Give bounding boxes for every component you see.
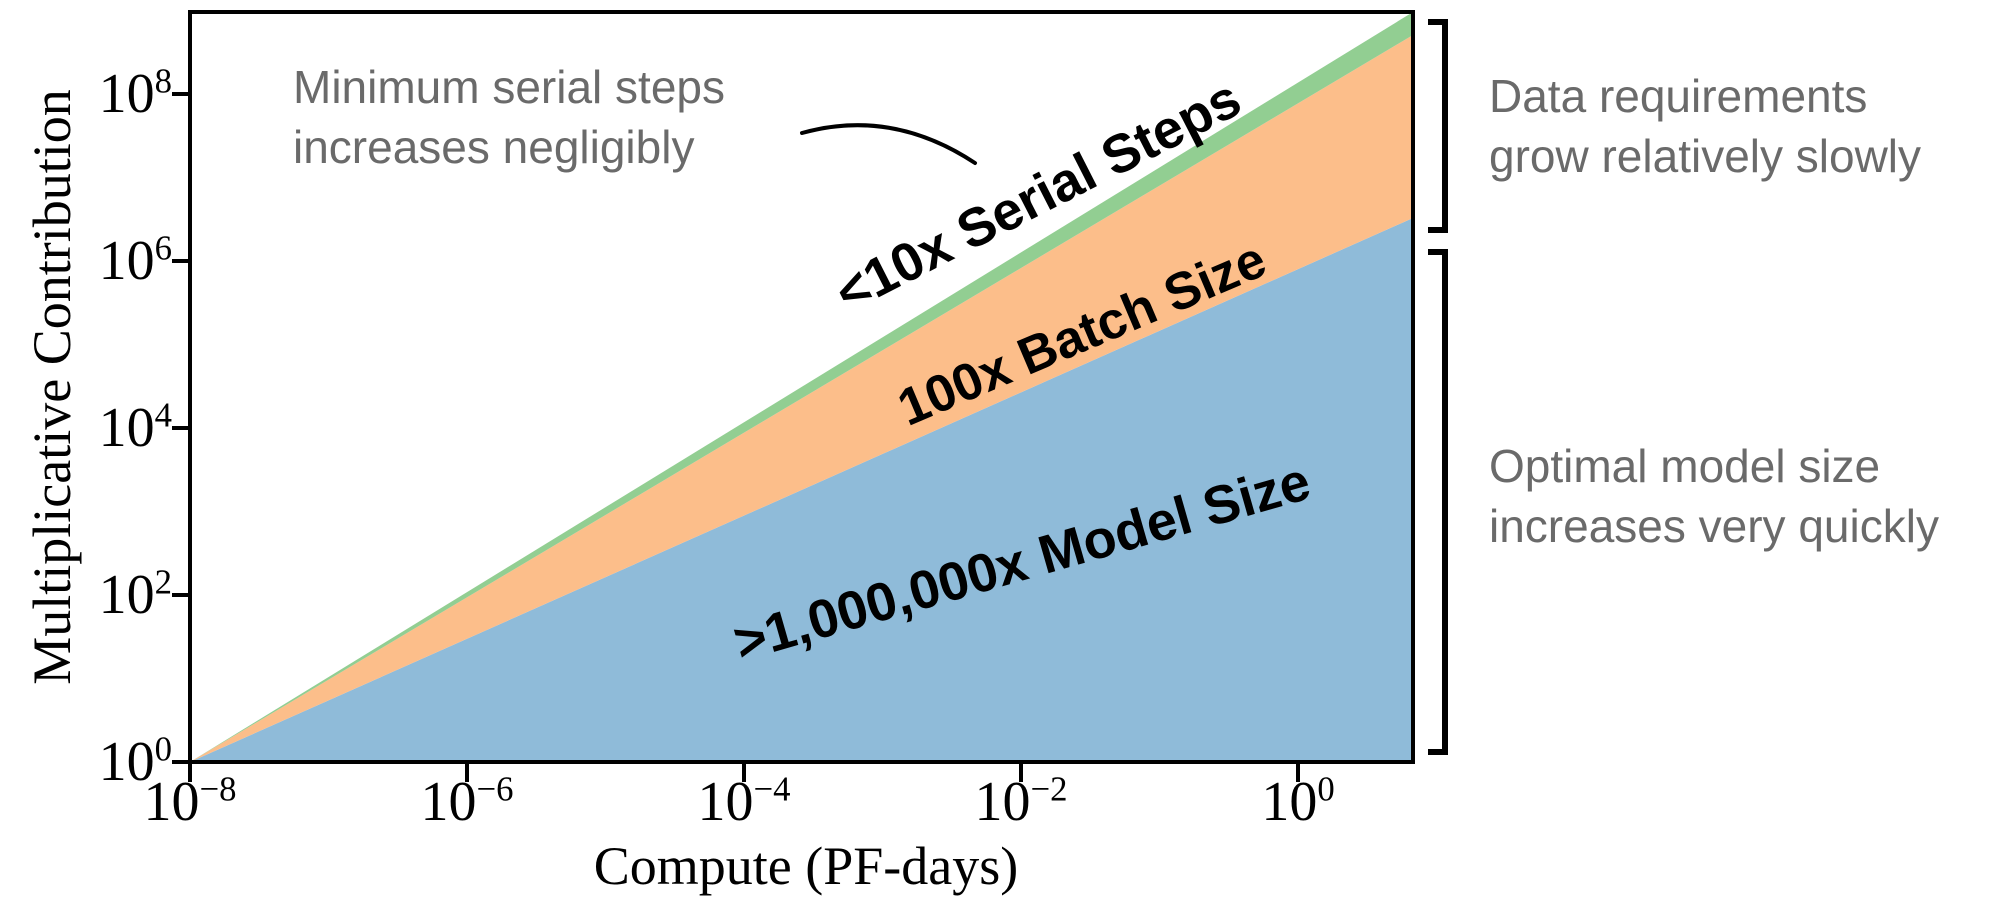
serial-steps-area bbox=[190, 12, 1413, 762]
y-tick-1e6: 106 bbox=[20, 229, 172, 293]
y-tick-1e2: 102 bbox=[20, 563, 172, 627]
x-tick-base: 10 bbox=[143, 771, 200, 833]
plot-frame bbox=[188, 10, 1415, 764]
data-requirements-note: Data requirements grow relatively slowly bbox=[1489, 70, 1922, 182]
x-tick-base: 10 bbox=[697, 771, 754, 833]
annotation-arrow bbox=[800, 123, 977, 165]
x-tick-base: 10 bbox=[1261, 771, 1318, 833]
y-tick-exp: 4 bbox=[154, 395, 172, 435]
y-tick-base: 10 bbox=[98, 230, 155, 292]
x-tick-exp: −8 bbox=[199, 769, 237, 809]
x-tick-1e-8: 10−8 bbox=[144, 770, 237, 834]
x-axis-title: Compute (PF-days) bbox=[593, 836, 1019, 896]
model-size-note: Optimal model size increases very quickl… bbox=[1489, 440, 1939, 552]
y-tick-exp: 2 bbox=[154, 562, 172, 602]
x-tick-1e0: 100 bbox=[1261, 770, 1334, 834]
x-tick-exp: −6 bbox=[476, 769, 514, 809]
y-tick-1e8: 108 bbox=[20, 62, 172, 126]
y-tick-base: 10 bbox=[98, 63, 155, 125]
data-requirements-bracket bbox=[1428, 19, 1448, 233]
x-tick-exp: −4 bbox=[753, 769, 791, 809]
y-tick-exp: 6 bbox=[154, 228, 172, 268]
serial-steps-note: Minimum serial steps increases negligibl… bbox=[293, 61, 725, 173]
y-tick-exp: 8 bbox=[154, 61, 172, 101]
y-tick-base: 10 bbox=[98, 564, 155, 626]
x-tick-base: 10 bbox=[974, 771, 1031, 833]
y-tick-1e4: 104 bbox=[20, 396, 172, 460]
y-tick-exp: 0 bbox=[154, 729, 172, 769]
y-tick-1e0: 100 bbox=[20, 730, 172, 794]
x-tick-base: 10 bbox=[420, 771, 477, 833]
x-tick-exp: 0 bbox=[1317, 769, 1335, 809]
x-tick-exp: −2 bbox=[1030, 769, 1068, 809]
x-tick-1e-6: 10−6 bbox=[421, 770, 514, 834]
x-axis-ticks bbox=[188, 764, 1300, 782]
y-axis-ticks bbox=[172, 92, 188, 764]
model-size-bracket bbox=[1428, 249, 1448, 755]
y-tick-base: 10 bbox=[98, 397, 155, 459]
x-tick-1e-2: 10−2 bbox=[975, 770, 1068, 834]
x-tick-1e-4: 10−4 bbox=[698, 770, 791, 834]
y-tick-base: 10 bbox=[98, 731, 155, 793]
